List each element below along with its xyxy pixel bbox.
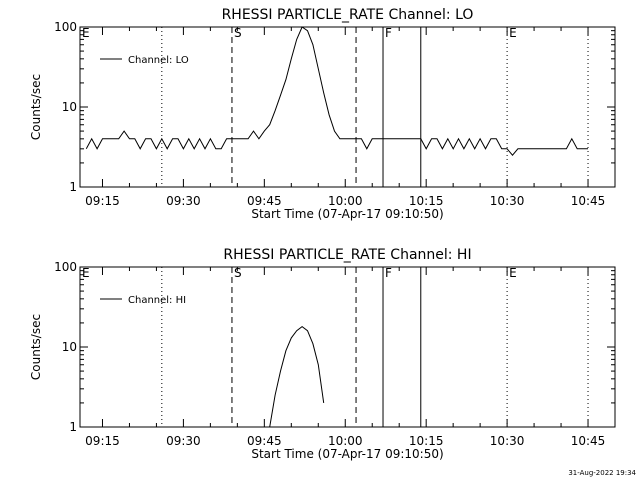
chart-panel-1: RHESSI PARTICLE_RATE Channel: HI 1 10 100 09… — [29, 247, 616, 461]
x-tick-label: 10:00 — [328, 194, 363, 208]
chart-title: RHESSI PARTICLE_RATE Channel: LO — [222, 7, 474, 23]
x-axis-label: Start Time (07-Apr-17 09:10:50) — [251, 447, 443, 461]
event-marker-label: E — [82, 26, 90, 40]
legend-entry: Channel: HI — [128, 295, 186, 306]
y-tick-label: 100 — [54, 260, 77, 274]
event-marker-label: E — [509, 26, 517, 40]
x-tick-label: 10:30 — [490, 194, 525, 208]
event-marker-label: F — [385, 26, 392, 40]
y-tick-label: 10 — [62, 340, 77, 354]
x-tick-label: 10:45 — [571, 194, 606, 208]
x-tick-label: 09:15 — [85, 194, 120, 208]
x-tick-label: 10:15 — [409, 434, 444, 448]
timestamp-label: 31-Aug-2022 19:34 — [568, 469, 636, 477]
x-tick-label: 09:45 — [247, 434, 282, 448]
series-line — [269, 325, 325, 428]
chart-title: RHESSI PARTICLE_RATE Channel: HI — [223, 247, 471, 263]
y-axis-label: Counts/sec — [29, 74, 43, 140]
legend-entry: Channel: LO — [128, 55, 189, 66]
series-line — [85, 26, 588, 156]
event-marker-label: S — [234, 26, 242, 40]
x-tick-label: 10:15 — [409, 194, 444, 208]
y-tick-label: 100 — [54, 20, 77, 34]
y-axis-label: Counts/sec — [29, 314, 43, 380]
x-tick-label: 09:15 — [85, 434, 120, 448]
chart-panel-0: RHESSI PARTICLE_RATE Channel: LO 1 10 100 09… — [29, 7, 616, 221]
x-tick-label: 10:30 — [490, 434, 525, 448]
x-tick-label: 09:30 — [166, 434, 201, 448]
y-tick-label: 10 — [62, 100, 77, 114]
x-axis-label: Start Time (07-Apr-17 09:10:50) — [251, 207, 443, 221]
event-marker-label: S — [234, 266, 242, 280]
x-tick-label: 09:30 — [166, 194, 201, 208]
event-marker-label: E — [509, 266, 517, 280]
y-tick-label: 1 — [69, 420, 77, 434]
y-tick-label: 1 — [69, 180, 77, 194]
x-tick-label: 10:45 — [571, 434, 606, 448]
event-marker-label: F — [385, 266, 392, 280]
x-tick-label: 10:00 — [328, 434, 363, 448]
x-tick-label: 09:45 — [247, 194, 282, 208]
event-marker-label: E — [82, 266, 90, 280]
